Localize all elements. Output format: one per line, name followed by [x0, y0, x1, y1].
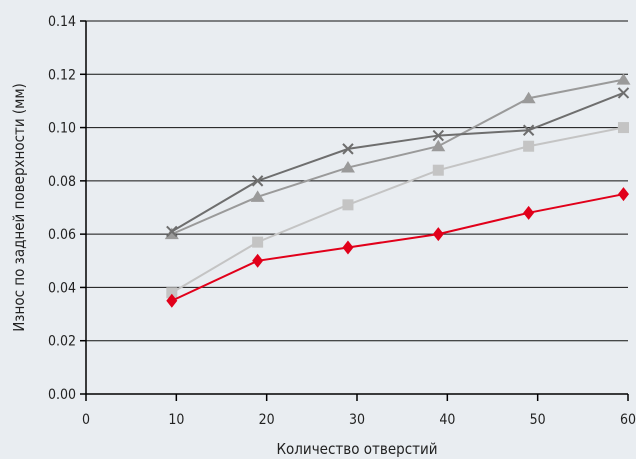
data-point	[522, 124, 535, 136]
series-line	[171, 92, 624, 233]
y-ticks: 0.00 0.02 0.04 0.06 0.08 0.10 0.12 0.14	[48, 14, 86, 403]
y-tick-label: 0.02	[48, 334, 76, 350]
x-tick-label: 50	[530, 412, 546, 428]
data-point	[252, 253, 264, 268]
data-point	[251, 175, 264, 187]
series-line	[171, 78, 624, 236]
x-axis-title: Количество отверстий	[276, 440, 437, 458]
data-point	[166, 225, 178, 238]
series-diamond	[166, 187, 629, 308]
x-tick-label: 30	[349, 412, 365, 428]
y-tick-label: 0.00	[48, 387, 76, 403]
data-point	[617, 122, 629, 134]
data-point	[342, 199, 354, 211]
y-tick-label: 0.08	[48, 174, 76, 190]
x-tick-label: 10	[168, 412, 184, 428]
x-tick-label: 20	[259, 412, 275, 428]
data-point	[617, 187, 629, 202]
data-point	[250, 190, 265, 202]
data-point	[523, 205, 535, 220]
series-square	[166, 122, 629, 299]
data-point	[432, 164, 444, 176]
series-line	[171, 126, 624, 294]
y-tick-label: 0.14	[48, 14, 76, 30]
data-point	[617, 87, 630, 99]
y-tick-label: 0.10	[48, 121, 76, 137]
x-tick-label: 40	[439, 412, 455, 428]
series-group	[164, 73, 631, 308]
data-point	[342, 143, 354, 155]
data-point	[616, 73, 631, 85]
series-triangle	[164, 73, 631, 240]
data-point	[432, 227, 444, 242]
series-line	[171, 193, 624, 302]
x-tick-label: 0	[82, 412, 90, 428]
x-tick-label: 60	[620, 412, 636, 428]
y-tick-label: 0.12	[48, 67, 76, 83]
data-point	[342, 240, 354, 255]
data-point	[166, 293, 178, 308]
y-axis-title: Износ по задней поверхности (мм)	[10, 83, 28, 332]
data-point	[340, 161, 355, 173]
data-point	[252, 236, 264, 248]
series-x	[166, 87, 630, 238]
data-point	[432, 129, 445, 142]
y-tick-label: 0.06	[48, 227, 76, 243]
data-point	[521, 91, 536, 104]
x-ticks: 0 10 20 30 40 50 60	[82, 394, 636, 428]
data-point	[431, 139, 446, 152]
axes	[85, 21, 628, 395]
data-point	[166, 287, 178, 299]
y-tick-label: 0.04	[48, 280, 76, 296]
data-point	[523, 140, 535, 152]
